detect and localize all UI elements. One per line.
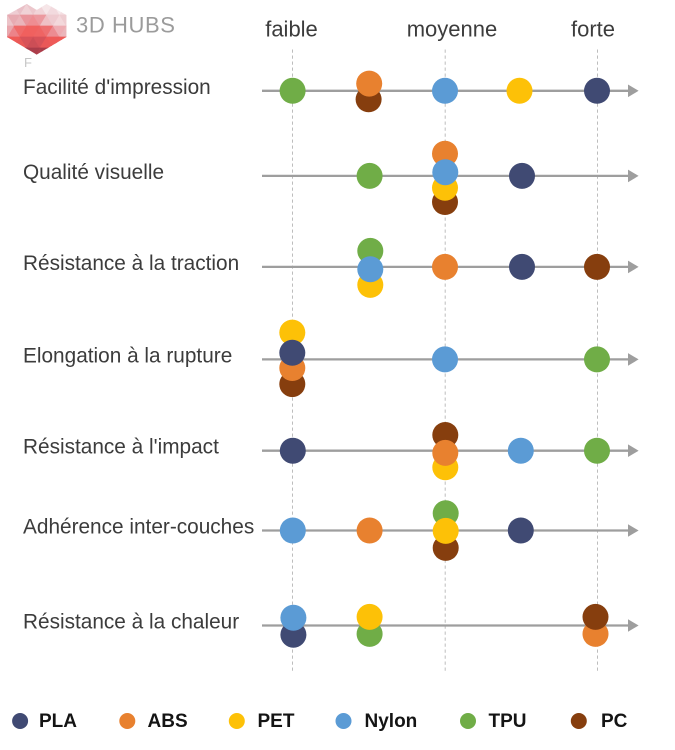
svg-text:PET: PET xyxy=(258,711,295,732)
svg-text:Résistance à la chaleur: Résistance à la chaleur xyxy=(23,611,239,634)
svg-text:Facilité d'impression: Facilité d'impression xyxy=(23,76,211,99)
svg-text:Résistance à l'impact: Résistance à l'impact xyxy=(23,436,219,459)
svg-text:TPU: TPU xyxy=(489,711,527,732)
svg-text:Qualité visuelle: Qualité visuelle xyxy=(23,161,164,184)
svg-text:F: F xyxy=(24,55,32,70)
svg-text:forte: forte xyxy=(571,17,615,42)
svg-text:Adhérence inter-couches: Adhérence inter-couches xyxy=(23,516,254,539)
svg-text:3D HUBS: 3D HUBS xyxy=(76,13,176,38)
svg-text:PLA: PLA xyxy=(39,711,77,732)
svg-text:Elongation à la rupture: Elongation à la rupture xyxy=(23,344,232,367)
svg-text:ABS: ABS xyxy=(148,711,188,732)
svg-text:PC: PC xyxy=(601,711,628,732)
svg-text:moyenne: moyenne xyxy=(407,17,498,42)
svg-text:Nylon: Nylon xyxy=(365,711,418,732)
svg-text:faible: faible xyxy=(265,17,318,42)
svg-text:Résistance à la traction: Résistance à la traction xyxy=(23,252,239,275)
